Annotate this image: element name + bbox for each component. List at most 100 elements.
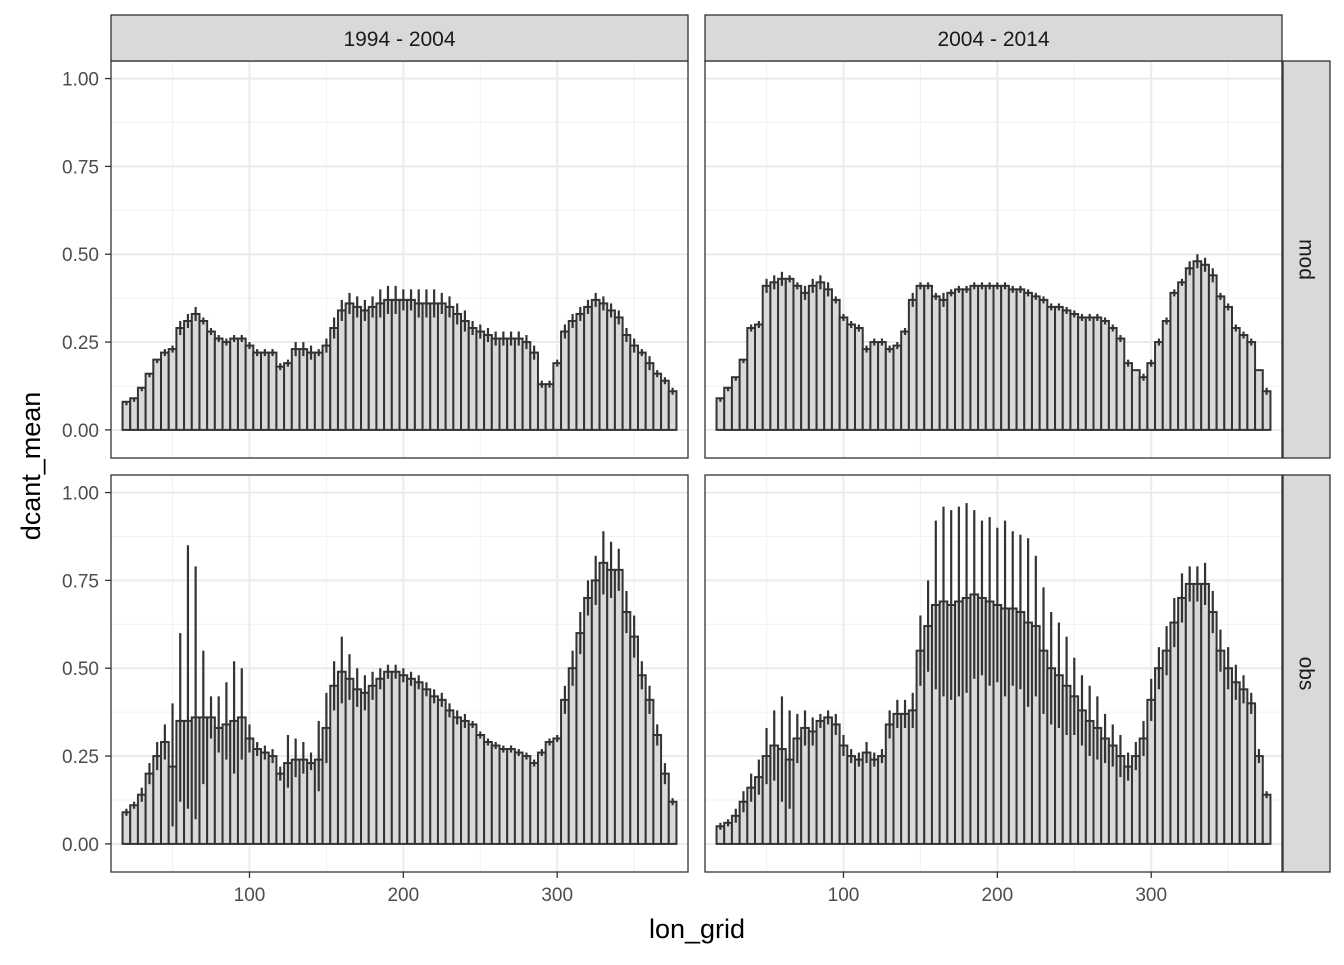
bar — [221, 341, 232, 431]
y-tick-label: 0.50 — [62, 659, 99, 680]
bar — [1246, 702, 1257, 845]
bar — [375, 302, 386, 431]
bar — [244, 344, 255, 431]
bar — [1230, 681, 1241, 845]
bar — [206, 330, 216, 431]
bar — [1261, 390, 1272, 431]
bar — [529, 762, 539, 845]
bar — [190, 312, 201, 431]
x-tick-label: 300 — [541, 885, 573, 906]
bar — [846, 755, 857, 845]
bar — [444, 305, 455, 431]
bar — [1246, 341, 1257, 431]
bar — [536, 383, 547, 431]
bar — [892, 344, 903, 431]
panel-mod-2 — [704, 60, 1283, 459]
bar — [575, 632, 586, 845]
bar — [930, 295, 941, 431]
bar — [352, 688, 363, 845]
bar — [1069, 312, 1080, 431]
bar — [1030, 295, 1041, 431]
bar — [436, 698, 447, 845]
bar — [475, 330, 486, 431]
bar — [777, 277, 787, 431]
bar — [629, 344, 639, 431]
bar — [1054, 305, 1064, 431]
bar — [1123, 362, 1133, 431]
bar — [521, 755, 532, 845]
bar — [606, 309, 616, 431]
bar — [869, 758, 880, 845]
bar — [590, 298, 601, 431]
bar — [598, 302, 609, 431]
bar — [298, 348, 309, 431]
y-tick-label: 1.00 — [62, 484, 99, 505]
bar — [390, 670, 401, 845]
bar — [506, 748, 516, 845]
bar — [444, 709, 455, 845]
bar — [167, 348, 178, 431]
facet-strip-top — [110, 14, 689, 62]
bar — [275, 365, 286, 431]
bar — [784, 277, 795, 431]
bar — [329, 327, 339, 431]
bar — [136, 793, 147, 845]
bar — [1177, 281, 1187, 431]
facet-strip-label: 1994 - 2004 — [343, 28, 455, 51]
bar — [252, 748, 263, 845]
bar — [992, 284, 1003, 431]
bar — [383, 670, 393, 845]
bar — [938, 298, 949, 431]
bar — [769, 281, 780, 431]
bar — [652, 372, 663, 431]
y-tick-label: 0.00 — [62, 421, 99, 442]
bar — [1007, 288, 1018, 431]
bar — [1077, 316, 1087, 431]
bar — [375, 677, 386, 845]
bar — [413, 302, 424, 431]
bar — [636, 674, 647, 845]
bar — [283, 362, 293, 431]
bar — [807, 730, 818, 845]
bar — [452, 716, 463, 845]
bar — [723, 386, 733, 431]
bar — [1223, 305, 1233, 431]
bar — [1207, 274, 1218, 431]
bar — [544, 741, 555, 845]
bar — [267, 755, 278, 845]
bar — [807, 284, 818, 431]
bar — [1261, 793, 1272, 845]
bar — [877, 341, 887, 431]
bar — [907, 298, 918, 431]
bar — [738, 358, 749, 431]
bar — [1238, 334, 1249, 431]
bar — [429, 302, 439, 431]
bar — [275, 772, 286, 845]
bar — [129, 804, 139, 845]
bar — [536, 751, 547, 845]
bar — [544, 383, 555, 431]
bar — [1161, 319, 1172, 431]
bar — [306, 351, 316, 431]
bar — [336, 309, 347, 431]
bar — [923, 284, 933, 431]
bar — [1230, 327, 1241, 431]
bar — [236, 337, 247, 431]
bar — [660, 379, 670, 431]
bar — [621, 334, 632, 431]
bar — [529, 351, 539, 431]
bar — [560, 698, 570, 845]
panel-obs-2 — [704, 474, 1283, 873]
bar — [252, 351, 263, 431]
bar — [800, 291, 810, 431]
bar — [1223, 667, 1233, 845]
facet-strip-label: mod — [1295, 239, 1318, 280]
bar — [1215, 649, 1226, 845]
bar — [644, 698, 655, 845]
bar — [1169, 291, 1180, 431]
bar — [506, 337, 516, 431]
bar — [1146, 362, 1157, 431]
bar — [667, 800, 678, 845]
bar — [360, 691, 370, 845]
bar — [498, 748, 509, 845]
